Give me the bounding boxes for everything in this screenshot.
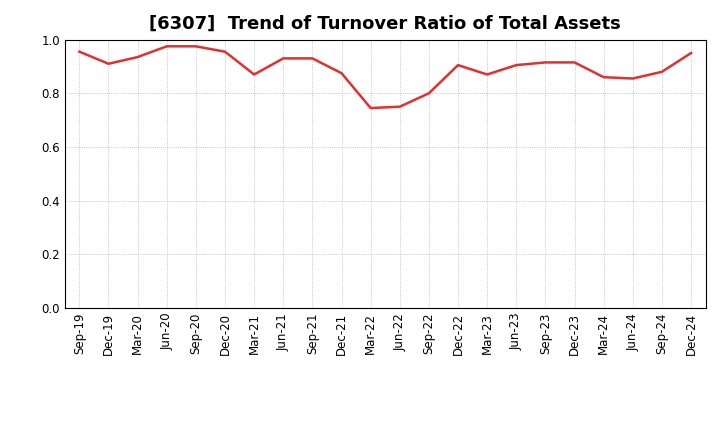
Title: [6307]  Trend of Turnover Ratio of Total Assets: [6307] Trend of Turnover Ratio of Total … [149,15,621,33]
